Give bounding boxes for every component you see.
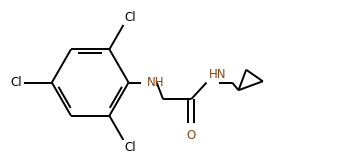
Text: NH: NH bbox=[147, 76, 164, 89]
Text: Cl: Cl bbox=[125, 11, 136, 24]
Text: Cl: Cl bbox=[125, 141, 136, 154]
Text: O: O bbox=[187, 129, 196, 141]
Text: Cl: Cl bbox=[11, 76, 23, 89]
Text: HN: HN bbox=[209, 68, 227, 81]
